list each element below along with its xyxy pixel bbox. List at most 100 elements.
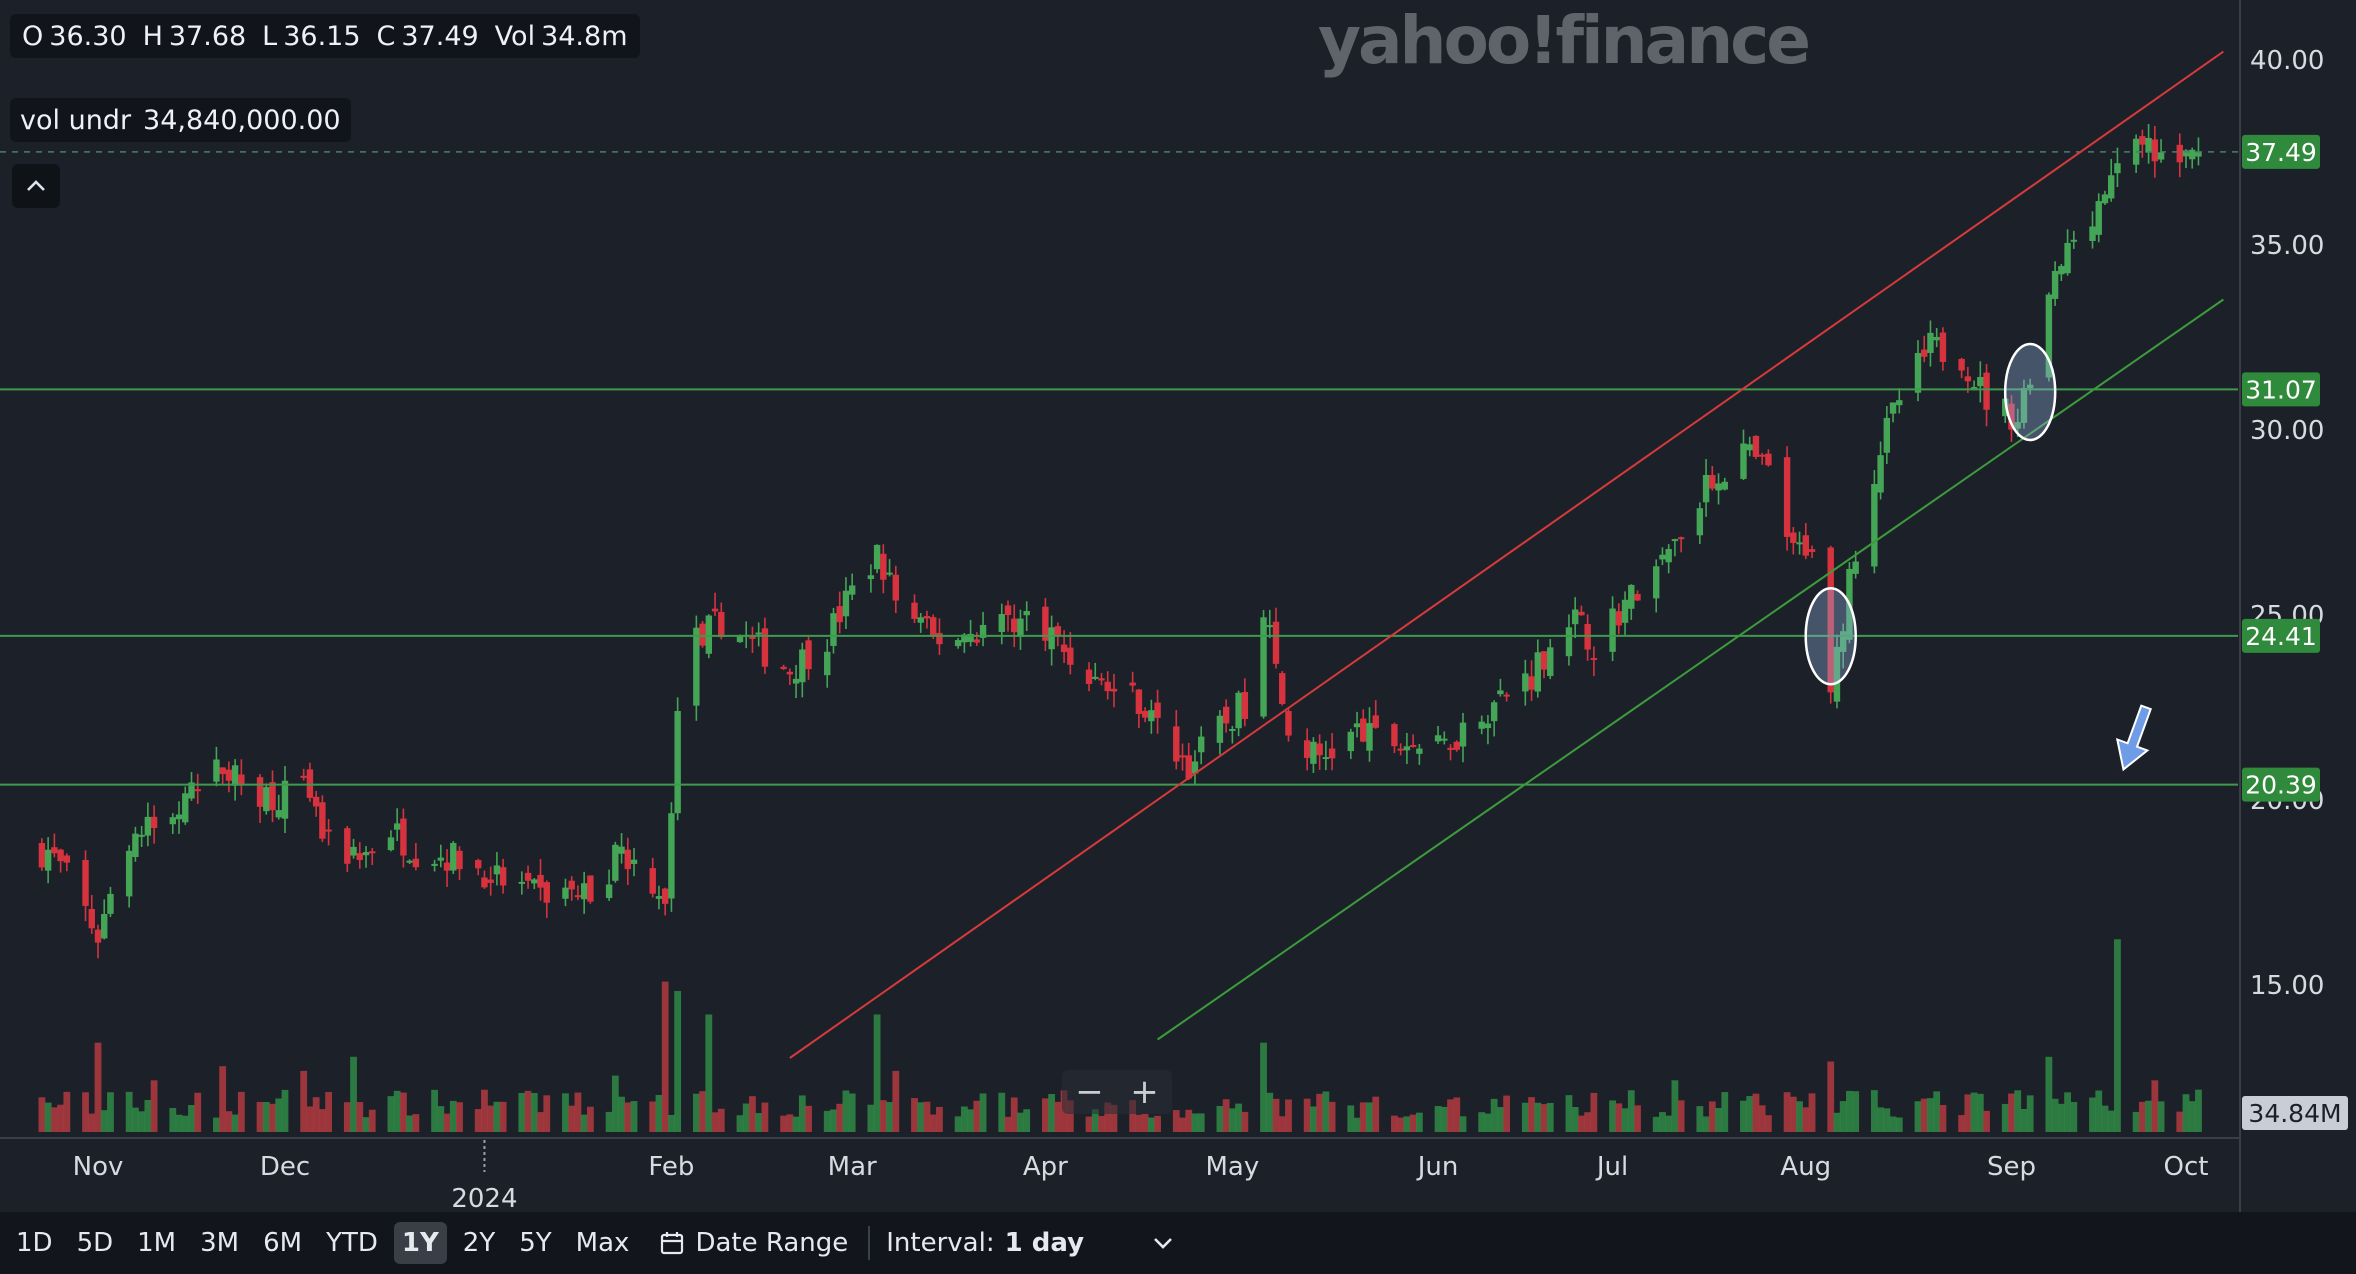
- candle-body: [805, 640, 812, 670]
- volume-bar: [692, 1093, 700, 1132]
- volume-bar: [1316, 1093, 1324, 1132]
- volume-bar: [219, 1066, 227, 1132]
- candle-body: [1827, 547, 1834, 693]
- volume-bar: [923, 1101, 931, 1132]
- volume-bar: [2145, 1100, 2153, 1132]
- volume-bar: [443, 1113, 451, 1132]
- candle-body: [1372, 715, 1379, 728]
- volume-bar: [449, 1100, 457, 1132]
- volume-bar: [1048, 1094, 1056, 1132]
- candle-body: [693, 627, 700, 706]
- candle-body: [1503, 694, 1510, 697]
- candle-body: [1391, 724, 1398, 747]
- volume-bar: [1484, 1113, 1492, 1132]
- candle-body: [655, 896, 663, 899]
- candle-body: [2139, 136, 2146, 145]
- volume-bar: [1328, 1101, 1336, 1132]
- volume-bar: [387, 1096, 395, 1132]
- volume-bar: [1503, 1095, 1511, 1132]
- volume-bar: [836, 1103, 844, 1132]
- candle-body: [1353, 723, 1361, 728]
- volume-bar: [169, 1108, 177, 1132]
- y-tick-label: 35.00: [2250, 231, 2324, 261]
- candle-body: [836, 606, 843, 623]
- volume-bar: [568, 1105, 576, 1132]
- candle-body: [1609, 608, 1616, 652]
- range-1y-button[interactable]: 1Y: [393, 1222, 447, 1264]
- candle-body: [587, 875, 594, 902]
- candle-body: [2064, 242, 2071, 274]
- volume-bar: [530, 1093, 538, 1132]
- volume-bar: [2095, 1090, 2103, 1132]
- volume-bar: [1041, 1098, 1049, 1132]
- volume-bar: [1839, 1101, 1847, 1132]
- volume-bar: [1285, 1099, 1292, 1132]
- volume-bar: [1895, 1117, 1903, 1132]
- candle-body: [319, 802, 326, 839]
- collapse-legend-button[interactable]: [12, 164, 60, 208]
- volume-bar: [1708, 1101, 1716, 1132]
- range-ytd-button[interactable]: YTD: [326, 1228, 378, 1258]
- volume-bar: [1409, 1114, 1417, 1132]
- candle-body: [1578, 611, 1585, 616]
- date-range-button[interactable]: Date Range: [659, 1228, 848, 1258]
- candle-body: [406, 860, 413, 863]
- interval-select[interactable]: Interval: 1 day: [886, 1228, 1174, 1258]
- candle-body: [1198, 736, 1205, 753]
- volume-bar: [1665, 1115, 1673, 1132]
- volume-bar: [1478, 1112, 1486, 1132]
- candle-body: [1017, 618, 1024, 637]
- candle-body: [138, 834, 145, 837]
- volume-bar: [1004, 1116, 1012, 1132]
- zoom-out-button[interactable]: −: [1075, 1072, 1104, 1112]
- x-tick-label: Mar: [828, 1152, 877, 1182]
- volume-bar: [57, 1104, 65, 1132]
- zoom-in-button[interactable]: +: [1130, 1072, 1159, 1112]
- candle-body: [107, 893, 114, 914]
- open-value: 36.30: [49, 20, 127, 52]
- volume-bar: [967, 1109, 974, 1132]
- candle-body: [281, 780, 289, 819]
- candle-body: [57, 849, 64, 862]
- volume-bar: [1104, 1102, 1112, 1132]
- volume-bar: [1846, 1090, 1853, 1132]
- calendar-icon: [661, 1232, 684, 1255]
- candle-body: [961, 634, 968, 643]
- candle-body: [263, 787, 270, 812]
- range-6m-button[interactable]: 6M: [263, 1228, 303, 1258]
- candle-body: [2182, 150, 2190, 157]
- range-3m-button[interactable]: 3M: [200, 1228, 240, 1258]
- highlight-ellipse: [2003, 342, 2057, 442]
- highlight-ellipse: [1804, 586, 1857, 686]
- arrow-down-icon: [2115, 704, 2152, 772]
- candle-body: [1092, 676, 1099, 679]
- volume-bar: [138, 1111, 146, 1132]
- volume-bar: [711, 1112, 719, 1132]
- range-5d-button[interactable]: 5D: [76, 1228, 114, 1258]
- candle-body: [1067, 647, 1074, 665]
- volume-bar: [979, 1093, 987, 1132]
- volume-bar: [1540, 1104, 1548, 1132]
- volume-bar: [1222, 1099, 1230, 1132]
- range-2y-button[interactable]: 2Y: [462, 1228, 496, 1258]
- candle-body: [2145, 137, 2152, 153]
- range-1d-button[interactable]: 1D: [16, 1228, 53, 1258]
- volume-bar: [524, 1090, 532, 1132]
- range-max-button[interactable]: Max: [575, 1228, 630, 1258]
- volume-bar: [225, 1111, 233, 1132]
- candle-body: [699, 623, 706, 646]
- volume-bar: [406, 1115, 414, 1132]
- volume-bar: [1366, 1102, 1373, 1132]
- price-chart[interactable]: 15.0020.0025.0030.0035.0040.00NovDec2024…: [0, 0, 2356, 1212]
- price-badge-label: 20.39: [2245, 771, 2317, 800]
- volume-bar: [2138, 1101, 2146, 1132]
- high-value: 37.68: [168, 20, 247, 52]
- trendline-upper: [789, 50, 2224, 1059]
- candle-body: [755, 632, 762, 635]
- volume-bars: [38, 939, 2202, 1132]
- volume-bar: [1970, 1092, 1978, 1132]
- range-1m-button[interactable]: 1M: [137, 1228, 177, 1258]
- range-5y-button[interactable]: 5Y: [519, 1228, 552, 1258]
- x-tick-label: Aug: [1780, 1152, 1831, 1182]
- candle-body: [531, 879, 538, 884]
